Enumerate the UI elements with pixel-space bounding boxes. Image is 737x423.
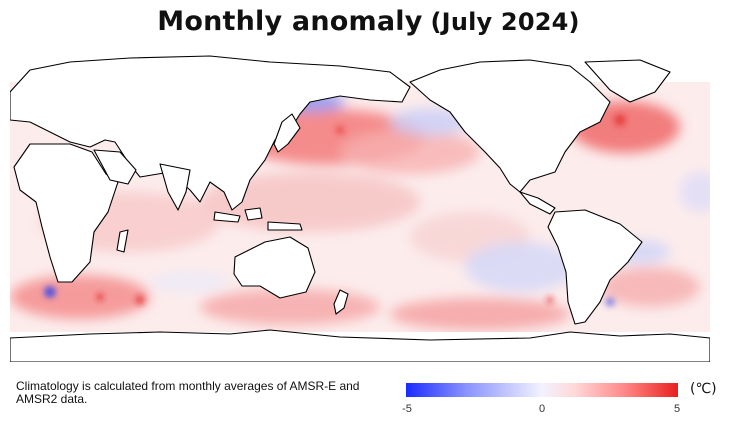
colorbar-min-label: -5 xyxy=(402,403,412,415)
india-landmass xyxy=(159,163,191,211)
map-title: Monthly anomaly (July 2024) xyxy=(0,6,737,37)
indonesia-islands xyxy=(213,207,303,231)
eurasia-landmass xyxy=(10,55,411,211)
colorbar-unit: (℃) xyxy=(690,381,717,397)
title-period: (July 2024) xyxy=(430,8,580,36)
north-america-landmass xyxy=(409,59,611,193)
africa-landmass xyxy=(13,143,119,283)
colorbar-max-label: 5 xyxy=(673,403,681,415)
south-america-landmass xyxy=(547,209,643,325)
australia-landmass xyxy=(233,236,316,299)
greenland-landmass xyxy=(584,59,671,103)
colorbar xyxy=(406,383,678,397)
new-zealand-landmass xyxy=(333,289,349,315)
japan-landmass xyxy=(273,113,301,153)
colorbar-mid-label: 0 xyxy=(538,403,546,415)
arabia-landmass xyxy=(93,149,137,185)
climatology-note: Climatology is calculated from monthly a… xyxy=(16,379,360,406)
title-main: Monthly anomaly xyxy=(157,6,423,37)
madagascar-landmass xyxy=(116,229,129,253)
antarctica-landmass xyxy=(10,329,710,362)
land-layer xyxy=(10,55,710,362)
central-america-landmass xyxy=(519,191,556,215)
anomaly-map xyxy=(10,55,710,362)
